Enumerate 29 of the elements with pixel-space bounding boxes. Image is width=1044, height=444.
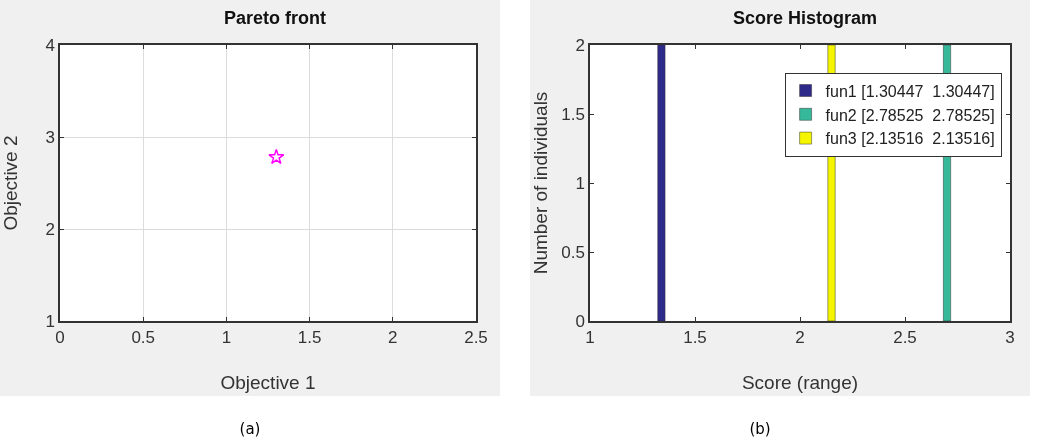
- x-tick-label: 3: [1005, 328, 1015, 348]
- y-tick-label: 1: [575, 173, 585, 193]
- chart-title: Pareto front: [223, 8, 327, 29]
- legend-label: fun1 [1.30447 1.30447]: [825, 82, 995, 100]
- text: (a): [238, 420, 262, 438]
- y-tick-label: 2: [45, 219, 55, 239]
- x-axis-title: Score (range): [741, 371, 859, 393]
- y-tick-label: 1.5: [561, 104, 585, 124]
- x-tick-label: 2: [795, 328, 805, 348]
- y-tick-label: 0.5: [561, 242, 585, 262]
- y-tick-label: 4: [45, 35, 55, 55]
- y-tick-label: 0: [575, 311, 585, 331]
- y-tick-label: 3: [45, 127, 55, 147]
- chart-title: Score Histogram: [732, 8, 878, 29]
- y-axis-title: Objective 2: [0, 135, 21, 231]
- x-tick-label: 1: [221, 328, 232, 348]
- y-tick-label: 1: [45, 311, 55, 331]
- text: (b): [748, 420, 772, 438]
- x-axis-title: Objective 1: [220, 371, 316, 393]
- x-tick-label: 1.5: [297, 328, 322, 348]
- y-tick-label: 2: [575, 35, 585, 55]
- x-tick-label: 2: [388, 328, 398, 348]
- x-tick-label: 0.5: [131, 328, 156, 348]
- x-tick-label: 2.5: [893, 328, 917, 348]
- legend-label: fun2 [2.78525 2.78525]: [825, 106, 995, 124]
- x-tick-label: 2.5: [464, 328, 488, 348]
- y-axis-title: Number of individuals: [530, 91, 551, 275]
- x-tick-label: 1.5: [683, 328, 707, 348]
- legend-label: fun3 [2.13516 2.13516]: [825, 130, 995, 148]
